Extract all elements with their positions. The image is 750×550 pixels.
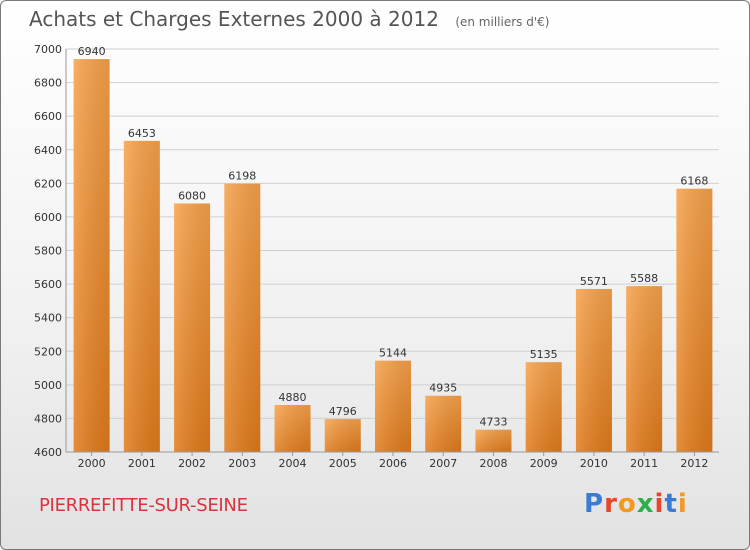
- data-label: 4733: [479, 416, 507, 429]
- y-tick-label: 6800: [34, 77, 62, 90]
- x-tick-label: 2002: [178, 457, 206, 470]
- x-tick-label: 2007: [429, 457, 457, 470]
- y-tick-label: 5400: [34, 312, 62, 325]
- y-tick-label: 5800: [34, 245, 62, 258]
- y-tick-label: 7000: [34, 43, 62, 56]
- y-tick-label: 6000: [34, 211, 62, 224]
- bar-shade: [475, 429, 512, 452]
- x-tick-label: 2010: [580, 457, 608, 470]
- axes: 4600 4800 5000 5200 5400 5600 5800 6000 6200 6400…: [34, 43, 719, 470]
- data-label: 5144: [379, 347, 407, 360]
- data-label: 4796: [329, 405, 357, 418]
- bar-shade: [375, 360, 411, 452]
- chart-title: Achats et Charges Externes 2000 à 2012 (…: [29, 7, 549, 31]
- x-tick-label: 2000: [78, 457, 106, 470]
- data-label: 6080: [178, 189, 206, 202]
- x-tick-label: 2003: [228, 457, 256, 470]
- data-label: 6198: [228, 170, 256, 183]
- bars: [73, 59, 713, 453]
- bar-shade: [425, 395, 462, 452]
- y-tick-label: 6600: [34, 110, 62, 123]
- bar-shade: [224, 183, 261, 452]
- y-tick-label: 5000: [34, 379, 62, 392]
- proxiti-logo[interactable]: Proxiti: [584, 489, 688, 519]
- logo-letter: t: [664, 489, 678, 519]
- logo-letter: i: [654, 489, 665, 519]
- x-tick-label: 2004: [279, 457, 307, 470]
- bar-shade: [525, 362, 562, 452]
- bar-shade: [73, 59, 110, 452]
- bar-shade: [123, 140, 160, 453]
- city-name: PIERREFITTE-SUR-SEINE: [39, 495, 248, 516]
- data-label: 5135: [530, 348, 558, 361]
- bar-shade: [274, 404, 311, 452]
- x-tick-label: 2006: [379, 457, 407, 470]
- bar-shade: [174, 203, 211, 452]
- logo-letter: i: [677, 489, 688, 519]
- data-label: 6168: [680, 175, 708, 188]
- bar-shade: [626, 286, 663, 452]
- data-labels: 6940 6453 6080 6198 4880 4796 5144 4935 4733 5135…: [78, 45, 709, 429]
- bar-shade: [575, 288, 612, 452]
- data-label: 4935: [429, 382, 457, 395]
- logo-letter: r: [604, 489, 618, 519]
- y-tick-label: 6200: [34, 177, 62, 190]
- logo-letter: P: [584, 489, 605, 519]
- x-tick-label: 2008: [479, 457, 507, 470]
- data-label: 6940: [78, 45, 106, 58]
- bar-shade: [676, 188, 713, 452]
- x-tick-label: 2012: [680, 457, 708, 470]
- x-tick-label: 2009: [530, 457, 558, 470]
- logo-letter: x: [636, 489, 655, 519]
- bar-shade: [324, 419, 361, 452]
- logo-letter: o: [617, 489, 637, 519]
- x-tick-label: 2005: [329, 457, 357, 470]
- y-tick-label: 5600: [34, 278, 62, 291]
- x-tick-label: 2011: [630, 457, 658, 470]
- data-label: 6453: [128, 127, 156, 140]
- x-tick-label: 2001: [128, 457, 156, 470]
- data-label: 4880: [279, 391, 307, 404]
- title-text: Achats et Charges Externes 2000 à 2012: [29, 7, 439, 31]
- y-tick-label: 5200: [34, 345, 62, 358]
- y-tick-label: 6400: [34, 144, 62, 157]
- data-label: 5588: [630, 272, 658, 285]
- y-tick-label: 4800: [34, 412, 62, 425]
- y-tick-label: 4600: [34, 446, 62, 459]
- data-label: 5571: [580, 275, 608, 288]
- chart-subtitle: (en milliers d'€): [455, 15, 550, 29]
